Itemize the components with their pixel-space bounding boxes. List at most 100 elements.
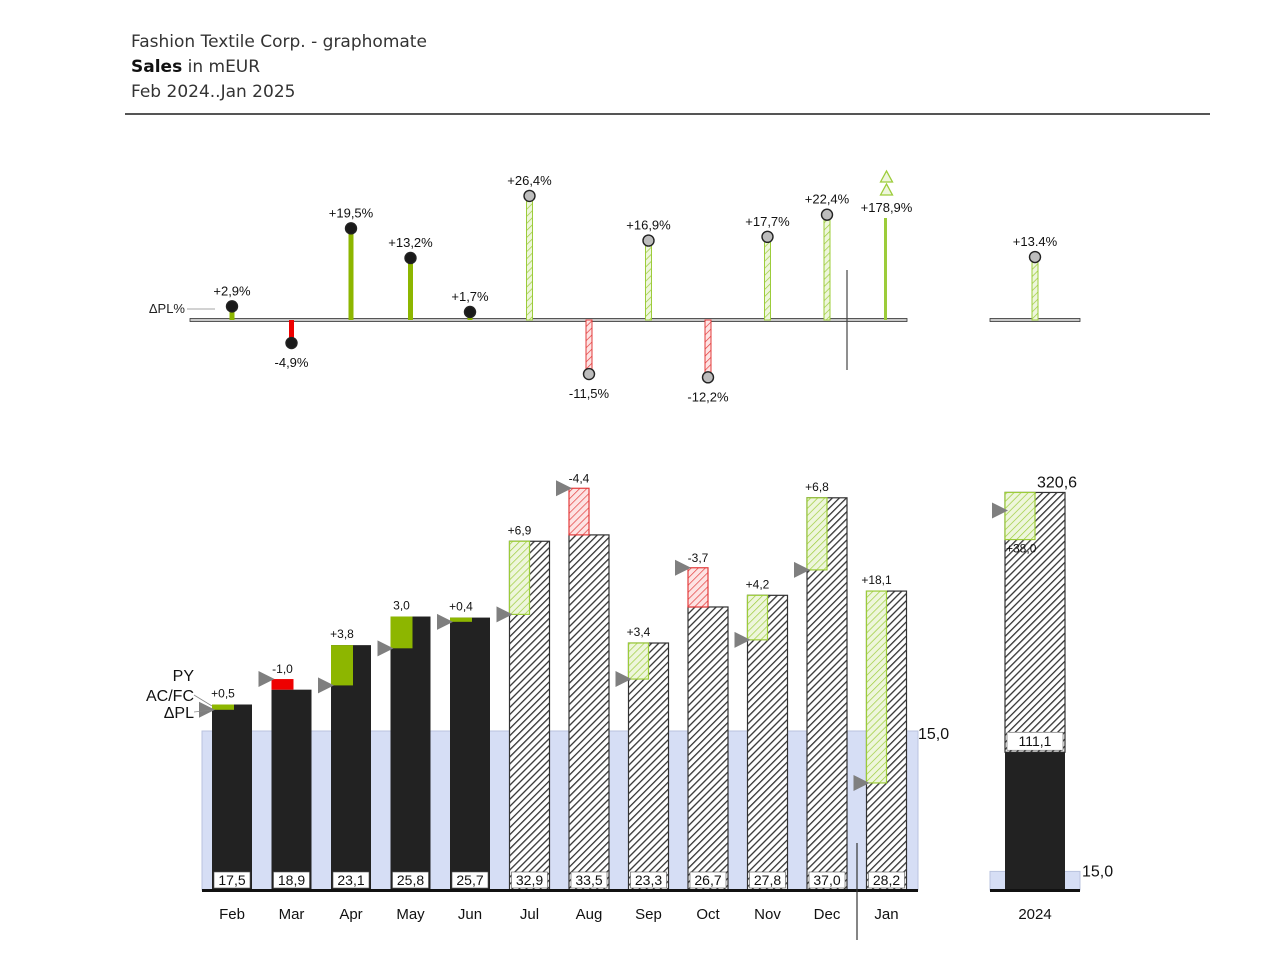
delta-box (806, 497, 828, 571)
delta-box (390, 616, 413, 649)
py-marker-icon (853, 774, 870, 791)
category-label: Sep (635, 906, 662, 923)
value-label: 28,2 (873, 872, 900, 888)
measure-unit: in mEUR (182, 57, 261, 77)
delta-label: 3,0 (393, 599, 410, 613)
pin-value-label: +19,5% (329, 205, 374, 220)
delta-label: +0,4 (449, 600, 473, 614)
pin-stick (585, 319, 593, 375)
value-label-box (213, 871, 251, 889)
bar-forecast (687, 606, 729, 891)
delta-box (450, 617, 472, 622)
bar-forecast (746, 594, 789, 891)
pin-value-label: +16,9% (626, 218, 671, 233)
pin-total-head (1028, 250, 1042, 264)
bar-baseline (202, 889, 918, 892)
measure-title: Sales in mEUR (131, 55, 427, 80)
pin-chart-delta-percent: ΔPL% +2,9% -4,9% +19,5% +13,2% +1,7% +26,4% -11… (149, 169, 1081, 404)
py-marker-icon (615, 671, 632, 688)
pin-head (701, 371, 715, 384)
pin-value-label: +1,7% (451, 289, 489, 304)
total-ac-label-box (1006, 731, 1064, 751)
category-label: Mar (279, 906, 305, 923)
category-label: Jan (874, 906, 898, 923)
bar-actual (212, 704, 252, 890)
total-delta-box (1004, 491, 1036, 541)
delta-box (212, 704, 234, 710)
category-label: May (396, 906, 425, 923)
category-label: Aug (576, 906, 603, 923)
delta-label: +4,2 (746, 577, 770, 591)
legend-leader (193, 694, 213, 707)
value-label: 17,5 (218, 872, 245, 888)
pin-head (225, 300, 239, 313)
pin-head (582, 367, 596, 381)
value-label: 25,7 (456, 872, 483, 888)
delta-label: +18,1 (861, 573, 892, 587)
delta-label: +3,8 (330, 627, 354, 641)
value-label-box (630, 871, 667, 889)
bar-actual (450, 617, 490, 890)
category-label: Feb (219, 906, 245, 923)
delta-label: +6,9 (508, 523, 532, 537)
value-label: 18,9 (278, 872, 305, 888)
value-label-box (392, 871, 429, 889)
delta-label: +0,5 (211, 687, 235, 701)
value-label: 37,0 (813, 872, 840, 888)
pin-stick (645, 240, 652, 321)
value-label: 32,9 (516, 872, 543, 888)
value-label: 27,8 (754, 872, 781, 888)
reference-band (201, 730, 919, 891)
header-divider (125, 113, 1210, 115)
value-label: 23,3 (635, 872, 662, 888)
pin-stick (408, 257, 413, 320)
delta-label: +3,4 (627, 625, 651, 639)
measure-name: Sales (131, 57, 183, 77)
bar-forecast (568, 534, 610, 891)
total-ac-label: 111,1 (1019, 733, 1052, 749)
legend-delta: ΔPL (164, 705, 194, 722)
bar-chart-sales: 15,0 +0,5 17,5 Feb -1,0 18,9 Mar +3,8 23,1 Apr 3,0… (146, 471, 1113, 940)
pin-value-label: +2,9% (213, 283, 251, 298)
pin-stick (348, 228, 354, 320)
reference-label: 15,0 (918, 726, 949, 743)
legend-leader (193, 709, 213, 713)
pin-value-label: +17,7% (745, 214, 790, 229)
pin-stick (289, 320, 294, 344)
pin-stick (764, 236, 771, 321)
bar-forecast (627, 642, 670, 891)
pin-value-label: +13,2% (388, 235, 433, 250)
delta-label: -1,0 (272, 662, 293, 676)
py-marker-icon (734, 631, 751, 648)
pin-head (344, 222, 358, 235)
total-value-label: 320,6 (1037, 474, 1077, 491)
delta-box (271, 679, 294, 690)
value-label-box (511, 871, 548, 889)
value-label: 23,1 (337, 872, 364, 888)
total-baseline (990, 889, 1080, 892)
total-delta-label: +38,0 (1006, 542, 1037, 556)
pin-head (761, 230, 774, 244)
category-label: Oct (696, 906, 720, 923)
py-marker-icon (318, 677, 334, 694)
delta-label: +6,8 (805, 480, 829, 494)
value-label-box (749, 871, 786, 889)
pin-value-label: +22,4% (805, 192, 850, 207)
pin-stick (526, 195, 533, 321)
legend-ac-fc: AC/FC (146, 688, 194, 705)
py-marker-icon (675, 559, 691, 576)
value-label-box (689, 871, 727, 889)
category-label: Jul (520, 906, 539, 923)
py-marker-icon (258, 671, 275, 688)
total-bar-actual (1005, 752, 1065, 890)
pin-value-label: +26,4% (507, 173, 552, 188)
category-label: Nov (754, 906, 781, 923)
pin-stick (823, 214, 831, 321)
pin-baseline (189, 318, 908, 322)
bar-actual (390, 616, 431, 890)
delta-box (627, 642, 650, 680)
value-label-box (570, 871, 608, 889)
py-marker-icon (496, 606, 513, 623)
delta-box (331, 645, 353, 686)
